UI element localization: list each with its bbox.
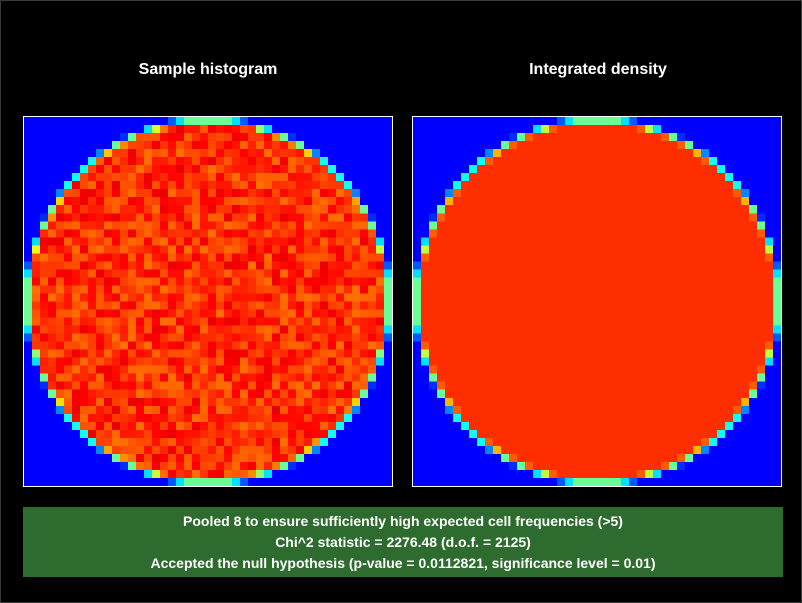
sample-histogram-plot	[23, 116, 393, 487]
sample-histogram-title: Sample histogram	[138, 61, 278, 78]
integrated-density-heatmap	[413, 117, 781, 486]
pooling-message: Pooled 8 to ensure sufficiently high exp…	[183, 512, 623, 529]
test-result-panel: Pooled 8 to ensure sufficiently high exp…	[23, 507, 783, 577]
integrated-density-title: Integrated density	[529, 61, 667, 78]
sample-histogram-heatmap	[24, 117, 392, 486]
chi-square-statistic: Chi^2 statistic = 2276.48 (d.o.f. = 2125…	[275, 533, 531, 550]
hypothesis-result: Accepted the null hypothesis (p-value = …	[150, 554, 656, 571]
integrated-density-plot	[412, 116, 782, 487]
